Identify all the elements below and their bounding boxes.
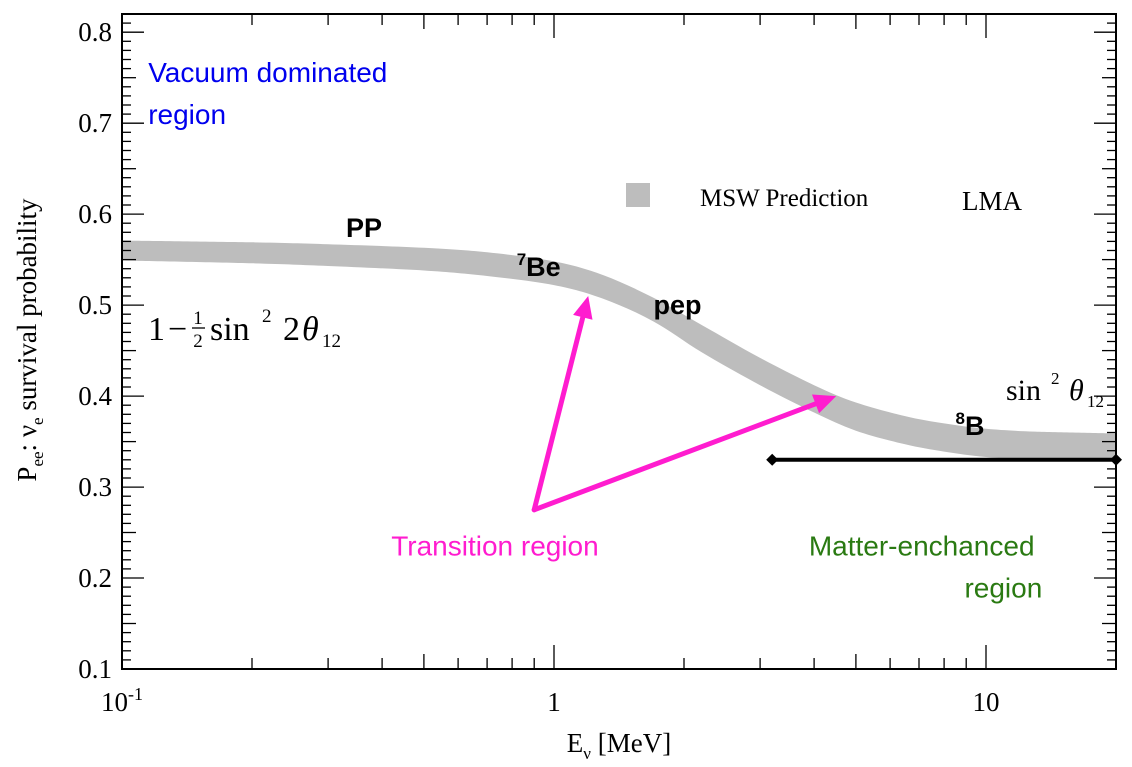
x-tick-label: 10-1 — [101, 684, 143, 717]
vacuum-probability-formula: 1 − 1 2 sin 2 2 θ 12 — [148, 306, 341, 352]
transition-arrow-shaft-1 — [531, 314, 586, 513]
x-tick-label: 1 — [547, 687, 561, 717]
svg-text:sin: sin — [1006, 374, 1041, 407]
vacuum-region-label: Vacuum dominated region — [148, 57, 395, 130]
be7-label: 7Be — [517, 250, 561, 282]
y-axis-title: Pee: νe survival probability — [12, 198, 47, 482]
y-tick-label: 0.2 — [78, 563, 112, 593]
y-tick-label: 0.1 — [78, 654, 112, 684]
y-tick-label: 0.3 — [78, 472, 112, 502]
matter-range-bar — [766, 453, 1122, 466]
pp-label: PP — [346, 213, 382, 243]
svg-text:θ: θ — [1069, 374, 1084, 407]
svg-text:−: − — [168, 311, 187, 348]
range-bar-endpoint-1 — [766, 453, 779, 466]
y-axis-ticks — [122, 13, 1116, 670]
matter-probability-formula: sin 2 θ 12 — [1006, 369, 1104, 411]
x-tick-label: 10 — [973, 687, 1000, 717]
range-bar-endpoint-2 — [1110, 453, 1122, 466]
svg-text:2: 2 — [193, 331, 203, 352]
transition-arrow-head-2 — [812, 394, 837, 414]
matter-region-label: Matter-enchanced region — [809, 530, 1042, 603]
transition-region-label: Transition region — [391, 530, 599, 561]
svg-text:sin: sin — [210, 311, 250, 348]
x-axis-title: Eν [MeV] — [567, 728, 671, 763]
y-axis-tick-labels: 0.1 0.2 0.3 0.4 0.5 0.6 0.7 0.8 — [78, 17, 112, 684]
legend-label: MSW Prediction — [700, 185, 869, 212]
x-axis-ticks — [121, 14, 1117, 669]
svg-text:θ: θ — [302, 311, 319, 348]
msw-prediction-band — [122, 240, 1116, 462]
y-tick-label: 0.7 — [78, 108, 112, 138]
svg-text:2: 2 — [283, 311, 300, 348]
y-tick-label: 0.8 — [78, 17, 112, 47]
x-axis-tick-labels: 10-1 1 10 — [101, 684, 1000, 717]
svg-text:12: 12 — [322, 331, 341, 352]
y-tick-label: 0.4 — [78, 381, 112, 411]
y-tick-label: 0.5 — [78, 290, 112, 320]
transition-arrow-shaft-2 — [531, 401, 819, 513]
pep-label: pep — [654, 290, 702, 320]
svg-text:2: 2 — [1051, 369, 1060, 388]
svg-text:1: 1 — [193, 308, 203, 329]
svg-text:12: 12 — [1087, 392, 1104, 411]
svg-text:1: 1 — [148, 311, 165, 348]
y-tick-label: 0.6 — [78, 199, 112, 229]
transition-arrows — [531, 296, 837, 513]
legend-swatch — [626, 183, 650, 207]
transition-arrow-head-1 — [573, 296, 593, 320]
svg-text:2: 2 — [262, 306, 272, 327]
legend-lma-label: LMA — [962, 186, 1023, 216]
b8-label: 8B — [956, 409, 985, 441]
